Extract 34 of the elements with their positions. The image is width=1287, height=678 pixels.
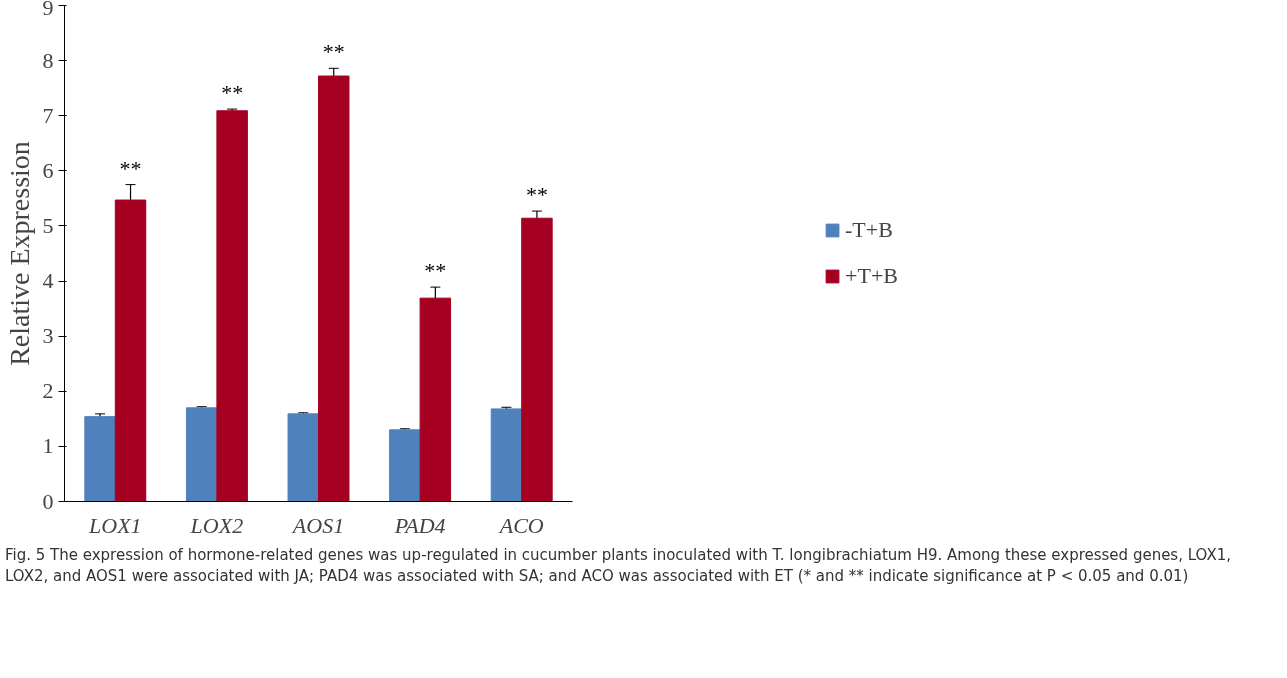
x-tick-label: ACO	[497, 512, 544, 538]
bar	[419, 297, 452, 502]
y-tick-label: 5	[42, 212, 54, 238]
annotation: **	[221, 80, 244, 106]
bar	[114, 199, 147, 502]
y-tick-label: 1	[42, 433, 54, 459]
x-tick-label: LOX1	[88, 512, 142, 538]
y-tick-label: 9	[42, 0, 54, 20]
bar	[287, 413, 319, 502]
annotation: **	[424, 258, 447, 284]
y-tick-label: 3	[42, 323, 54, 349]
bar	[318, 75, 350, 502]
annotation: **	[525, 182, 548, 208]
y-tick-label: 7	[42, 102, 54, 128]
y-tick-label: 0	[42, 488, 54, 514]
bar	[84, 416, 116, 502]
x-tick-label: LOX2	[189, 512, 244, 538]
annotation: **	[119, 155, 142, 181]
legend-label: -T+B	[845, 217, 893, 243]
y-axis-title: Relative Expression	[3, 141, 35, 366]
legend-label: +T+B	[845, 263, 898, 289]
bar	[389, 429, 421, 502]
y-tick-label: 8	[42, 47, 54, 73]
y-tick-label: 2	[42, 378, 54, 404]
y-tick-label: 6	[42, 157, 54, 183]
annotation: **	[322, 39, 345, 65]
x-tick-label: AOS1	[290, 512, 345, 538]
y-tick-label: 4	[42, 268, 54, 294]
bar	[490, 408, 523, 502]
caption: Fig. 5 The expression of hormone-related genes was up-regulated in cucumber plants inoculated with T. longibrachiatum H9. Among these expressed genes, LOX1, LOX2, and AOS1 were associated with JA; PAD4 was associated with SA; and ACO was associated with ET (* and ** indicate significance at P < 0.05 and 0.01)	[5, 545, 1232, 588]
bar	[185, 407, 218, 502]
bar	[521, 217, 553, 502]
bar	[216, 110, 248, 502]
x-tick-label: PAD4	[393, 512, 446, 538]
